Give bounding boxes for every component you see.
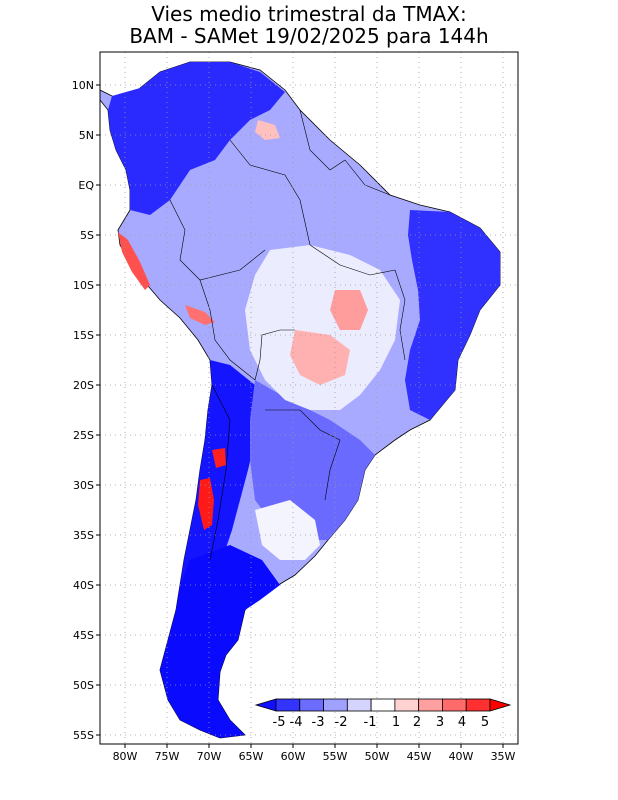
colorbar-labels: -5 -4 -3 -2 -1 1 2 3 4 5 — [273, 715, 490, 730]
colorbar-swatch — [394, 698, 420, 712]
colorbar-label: 4 — [458, 715, 466, 730]
positive-bias-andes-chile — [198, 478, 214, 530]
positive-bias-amazon-north — [255, 120, 280, 140]
lon-label: 60W — [281, 750, 306, 763]
lat-label: 35S — [73, 529, 94, 542]
lon-label: 35W — [491, 750, 516, 763]
lat-label: EQ — [78, 179, 94, 192]
colorbar-label: 3 — [436, 715, 444, 730]
colorbar-arrow-high — [489, 698, 512, 712]
colorbar-label: 5 — [481, 715, 489, 730]
strong-negative-bias-patagonia — [160, 545, 280, 738]
colorbar-swatch — [370, 698, 396, 712]
colorbar-label: 2 — [413, 715, 421, 730]
latitude-labels: 10N 5N EQ 5S 10S 15S 20S 25S 30S 35S 40S… — [72, 79, 95, 742]
lon-label: 70W — [197, 750, 222, 763]
lat-label: 45S — [73, 629, 94, 642]
lon-label: 45W — [407, 750, 432, 763]
colorbar-swatch — [299, 698, 324, 712]
colorbar — [254, 698, 512, 712]
positive-bias-central-brazil — [290, 330, 350, 385]
lat-label: 5S — [80, 229, 94, 242]
lon-label: 75W — [155, 750, 180, 763]
strong-negative-bias-northeast — [405, 210, 500, 420]
plot-frame — [99, 51, 519, 745]
positive-bias-peru-coast — [118, 232, 150, 290]
lon-label: 50W — [365, 750, 390, 763]
colorbar-label: 1 — [392, 715, 400, 730]
lon-label: 55W — [323, 750, 348, 763]
lat-label: 5N — [79, 129, 94, 142]
lat-label: 25S — [73, 429, 94, 442]
lon-label: 80W — [113, 750, 138, 763]
lat-label: 10S — [73, 279, 94, 292]
lat-label: 30S — [73, 479, 94, 492]
colorbar-label: -1 — [364, 715, 377, 730]
colorbar-label: -4 — [290, 715, 303, 730]
bias-field — [100, 61, 501, 739]
map-title-line-1: Vies medio trimestral da TMAX: — [151, 2, 467, 26]
colorbar-swatch — [418, 698, 443, 712]
tick-marks — [96, 84, 504, 748]
neutral-region-central — [245, 245, 400, 410]
moderate-negative-bias-central — [250, 380, 375, 540]
positive-bias-peru-highlands — [185, 305, 215, 325]
strong-negative-bias-andes-south — [176, 360, 265, 620]
lat-label: 15S — [73, 329, 94, 342]
strong-negative-bias-north — [108, 62, 285, 215]
colorbar-swatch — [442, 698, 467, 712]
lat-label: 10N — [72, 79, 94, 92]
lat-label: 55S — [73, 729, 94, 742]
colorbar-label: -5 — [273, 715, 286, 730]
neutral-region-south — [255, 500, 320, 560]
colorbar-swatch — [346, 698, 372, 712]
lat-label: 50S — [73, 679, 94, 692]
longitude-labels: 80W 75W 70W 65W 60W 55W 50W 45W 40W 35W — [113, 750, 516, 763]
lon-label: 40W — [449, 750, 474, 763]
colorbar-label: -2 — [335, 715, 348, 730]
graticule — [100, 52, 518, 744]
positive-bias-andes-argentina — [212, 448, 226, 468]
lat-label: 20S — [73, 379, 94, 392]
positive-bias-tocantins — [330, 290, 368, 330]
colorbar-swatch — [323, 698, 348, 712]
colorbar-swatch — [465, 698, 491, 712]
map-title-line-2: BAM - SAMet 19/02/2025 para 144h — [129, 24, 489, 48]
colorbar-label: -3 — [312, 715, 325, 730]
lat-label: 40S — [73, 579, 94, 592]
colorbar-swatch — [275, 698, 301, 712]
lon-label: 65W — [239, 750, 264, 763]
